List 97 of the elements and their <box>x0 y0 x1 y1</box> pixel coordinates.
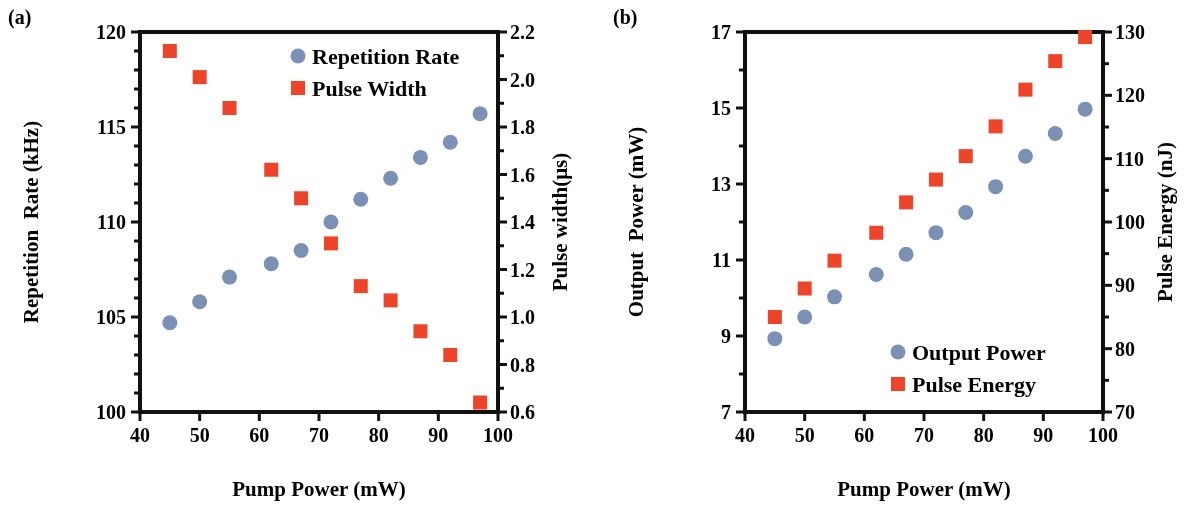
point <box>293 243 309 258</box>
x-tick-label: 90 <box>1033 424 1054 446</box>
y2-axis-title: Pulse width(μs) <box>548 152 573 292</box>
legend-label: Output Power <box>912 339 1047 365</box>
x-tick-label: 70 <box>914 424 934 446</box>
y2-tick-label: 100 <box>1115 211 1145 233</box>
y2-tick-label: 2.2 <box>510 21 535 43</box>
y-tick-label: 9 <box>721 325 731 347</box>
y2-tick-label: 1.0 <box>510 306 535 328</box>
y-tick-label: 110 <box>97 211 126 233</box>
point <box>222 269 237 285</box>
y2-tick-label: 1.2 <box>510 258 535 281</box>
x-tick-label: 50 <box>189 424 210 446</box>
y-tick-label: 17 <box>711 21 731 43</box>
point <box>898 246 914 262</box>
point <box>323 236 338 251</box>
legend-label: Repetition Rate <box>312 43 460 69</box>
point <box>472 106 488 122</box>
point <box>222 101 237 115</box>
x-tick-label: 80 <box>973 424 994 446</box>
legend-label: Pulse Energy <box>912 371 1037 397</box>
x-tick-label: 60 <box>249 424 270 446</box>
chart-title: (a) <box>8 6 32 29</box>
point <box>899 195 914 210</box>
y2-tick-label: 2.0 <box>510 68 535 91</box>
point <box>797 309 813 325</box>
point <box>413 324 428 339</box>
point <box>767 331 783 347</box>
x-tick-label: 100 <box>1088 424 1118 446</box>
point <box>1017 148 1033 164</box>
point <box>353 191 369 207</box>
point <box>869 225 884 240</box>
chart-title: (b) <box>613 6 638 29</box>
y2-axis-title: Pulse Energy (nJ) <box>1153 142 1178 302</box>
point <box>1078 30 1093 45</box>
point <box>162 315 178 331</box>
y2-tick-label: 130 <box>1115 21 1145 43</box>
y2-tick-label: 0.8 <box>510 353 535 376</box>
legend-label: Pulse Width <box>312 75 427 101</box>
point <box>192 294 208 310</box>
y-tick-label: 7 <box>721 401 731 423</box>
y2-tick-label: 1.8 <box>510 116 535 138</box>
point <box>264 162 279 177</box>
y2-tick-label: 1.4 <box>510 211 535 233</box>
y-tick-label: 11 <box>712 249 731 271</box>
point <box>162 44 177 58</box>
x-tick-label: 100 <box>483 424 513 446</box>
point <box>767 310 782 324</box>
point <box>442 134 458 150</box>
y2-tick-label: 1.6 <box>510 163 535 186</box>
point <box>192 70 207 85</box>
point <box>988 119 1003 134</box>
point <box>827 289 842 305</box>
point <box>928 225 944 241</box>
point <box>1077 101 1093 117</box>
y-tick-label: 115 <box>97 116 126 138</box>
point <box>323 214 339 230</box>
point <box>797 281 812 296</box>
y-axis-title: Output Power (mW) <box>624 126 648 318</box>
point <box>988 179 1004 195</box>
y-tick-label: 100 <box>96 401 126 423</box>
y-tick-label: 15 <box>711 97 731 119</box>
x-tick-label: 40 <box>735 424 755 446</box>
x-tick-label: 80 <box>368 424 389 446</box>
y2-tick-label: 0.6 <box>510 401 535 423</box>
y-axis-title: Repetition Rate (kHz) <box>19 120 43 324</box>
point <box>1047 125 1063 141</box>
x-tick-label: 40 <box>130 424 150 446</box>
point <box>294 191 309 206</box>
x-tick-label: 70 <box>309 424 329 446</box>
point <box>1048 54 1063 69</box>
point <box>827 253 842 268</box>
point <box>263 256 279 272</box>
y-tick-label: 13 <box>711 173 731 195</box>
point <box>443 348 458 362</box>
y2-tick-label: 70 <box>1115 401 1135 423</box>
point <box>928 172 943 187</box>
y-tick-label: 105 <box>96 306 126 328</box>
point <box>383 170 399 186</box>
point <box>473 395 488 410</box>
x-axis-title: Pump Power (mW) <box>837 477 1011 501</box>
y2-tick-label: 90 <box>1115 274 1135 297</box>
y2-tick-label: 120 <box>1115 84 1145 107</box>
y2-tick-label: 80 <box>1115 337 1135 360</box>
x-tick-label: 60 <box>854 424 875 446</box>
y2-tick-label: 110 <box>1115 147 1144 170</box>
point <box>412 149 428 165</box>
point <box>353 279 368 294</box>
point <box>1018 82 1033 97</box>
point <box>958 205 974 220</box>
y-tick-label: 120 <box>96 21 126 43</box>
x-tick-label: 50 <box>794 424 815 446</box>
x-tick-label: 90 <box>428 424 449 446</box>
point <box>958 149 973 164</box>
point <box>868 266 884 282</box>
point <box>383 293 398 308</box>
x-axis-title: Pump Power (mW) <box>232 477 406 501</box>
